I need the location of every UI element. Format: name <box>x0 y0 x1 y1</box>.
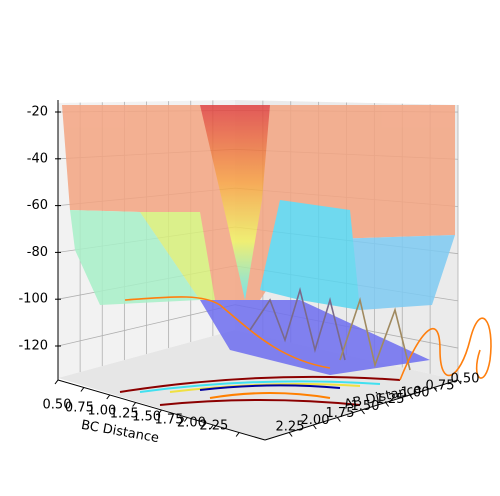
z-tick-label: -20 <box>27 105 48 120</box>
contour <box>209 392 331 399</box>
x-tick <box>209 424 214 430</box>
y-tick <box>457 379 462 385</box>
z-tick-label: -120 <box>18 339 48 354</box>
z-tick-label: -60 <box>27 198 48 213</box>
trajectory <box>339 297 411 371</box>
surface-mid-left <box>70 210 200 305</box>
trajectories <box>124 286 492 381</box>
trajectory <box>249 286 346 361</box>
y-tick-label: 1.50 <box>351 399 380 414</box>
z-tick-label: -80 <box>27 245 48 260</box>
x-tick-label: 1.00 <box>87 404 116 419</box>
trajectory <box>399 317 492 381</box>
trajectory <box>124 296 331 369</box>
floor-contours <box>119 375 401 406</box>
surface-cyan <box>260 200 360 310</box>
surface-ridge <box>200 105 270 300</box>
y-tick <box>336 417 341 422</box>
surface-mid <box>140 212 215 300</box>
x-tick-label: 1.25 <box>110 407 139 422</box>
y-tick-label: 1.00 <box>401 385 430 400</box>
x-tick-label: 0.50 <box>43 398 72 413</box>
contour <box>139 380 381 393</box>
x-tick <box>54 379 59 385</box>
y-tick <box>385 402 390 407</box>
x-tick <box>158 409 162 415</box>
x-tick-label: 2.25 <box>199 419 228 434</box>
y-tick-label: 0.75 <box>426 378 455 393</box>
x-tick-label: 2.00 <box>177 416 206 431</box>
x-tick <box>80 387 85 392</box>
x-tick-label: 1.75 <box>155 413 184 428</box>
x-tick-label: 1.50 <box>132 410 161 425</box>
contour <box>159 399 361 406</box>
surface <box>62 105 455 375</box>
x-tick-label: 0.75 <box>65 401 94 416</box>
y-tick-label: 2.00 <box>301 413 330 428</box>
y-tick-label: 1.25 <box>376 392 405 407</box>
contour <box>119 375 401 393</box>
y-tick <box>312 424 317 430</box>
y-tick <box>288 432 293 437</box>
y-tick-label: 0.50 <box>451 372 480 387</box>
z-tick-label: -40 <box>27 151 48 166</box>
y-tick-label: 2.25 <box>276 420 305 435</box>
y-tick <box>433 387 438 392</box>
contour <box>199 384 341 391</box>
x-tick <box>183 417 188 422</box>
x-tick <box>106 394 111 400</box>
x-tick <box>132 402 137 407</box>
z-tick-label: -100 <box>18 292 48 307</box>
y-tick <box>361 409 365 415</box>
contour <box>169 383 361 393</box>
y-tick-label: 1.75 <box>326 406 355 421</box>
x-tick <box>235 432 240 437</box>
y-tick <box>409 394 414 400</box>
